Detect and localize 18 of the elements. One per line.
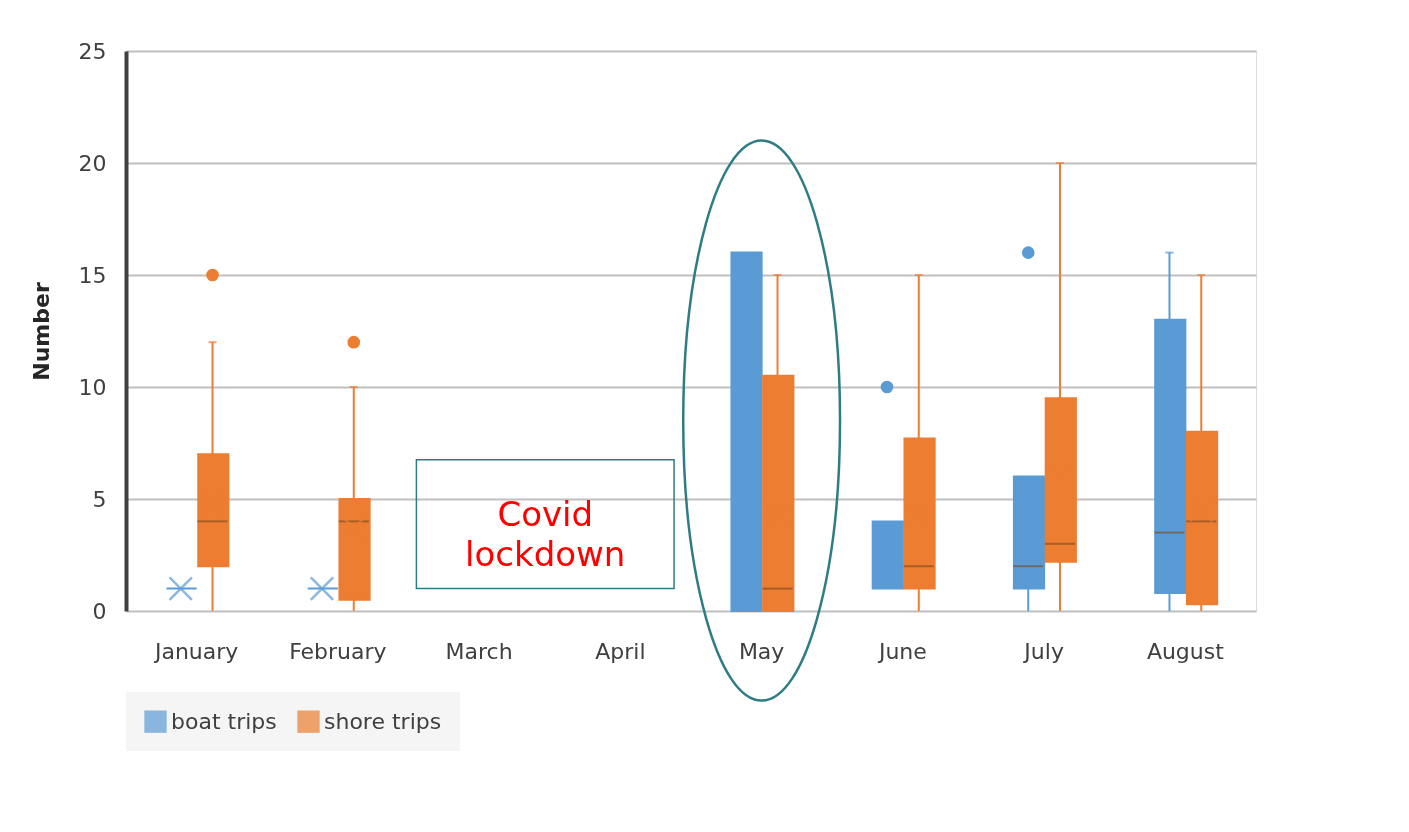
x-tick-label: April [595,638,646,664]
y-tick-label: 5 [92,486,107,512]
y-tick-label: 25 [78,38,107,64]
y-tick-label: 0 [92,598,107,624]
x-tick-label: March [445,638,513,664]
y-tick-label: 20 [78,150,107,176]
legend-label: boat trips [171,708,277,734]
annotation: Covid lockdown [465,493,626,574]
x-tick-label: February [289,638,387,664]
x-tick-label: July [1022,638,1064,664]
x-tick-label: August [1146,638,1225,664]
y-tick-label: 10 [78,374,107,400]
x-tick-label: January [152,638,239,664]
y-tick-label: 15 [78,262,107,288]
legend-label: shore trips [324,708,442,734]
x-tick-label: May [738,638,785,664]
y-axis-title: Number [28,282,54,381]
x-tick-label: June [876,638,927,664]
